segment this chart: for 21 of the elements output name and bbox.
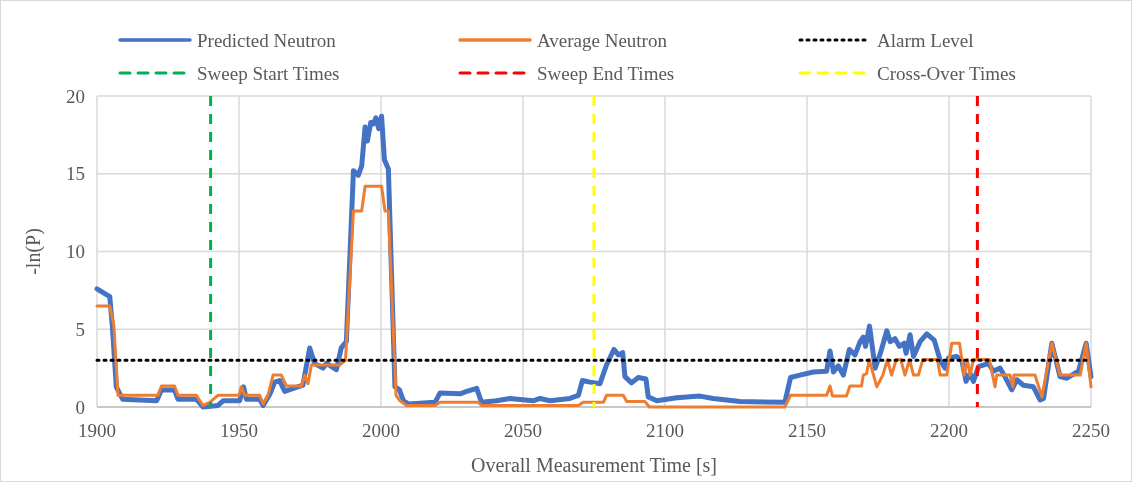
- legend-label: Predicted Neutron: [197, 29, 337, 51]
- legend-label: Average Neutron: [537, 29, 668, 51]
- legend-label: Alarm Level: [877, 29, 974, 51]
- x-tick-label: 1900: [78, 420, 116, 441]
- x-tick-label: 1950: [220, 420, 258, 441]
- legend-label: Sweep Start Times: [197, 62, 340, 84]
- legend-label: Sweep End Times: [537, 62, 675, 84]
- x-tick-label: 2000: [362, 420, 400, 441]
- x-tick-label: 2200: [930, 420, 968, 441]
- x-tick-label: 2250: [1072, 420, 1110, 441]
- y-tick-label: 5: [75, 318, 85, 340]
- x-tick-label: 2050: [504, 420, 542, 441]
- y-axis-title: -ln(P): [22, 228, 45, 275]
- x-tick-label: 2150: [788, 420, 826, 441]
- y-tick-label: 20: [66, 85, 85, 107]
- y-tick-label: 0: [75, 396, 85, 418]
- x-axis-title: Overall Measurement Time [s]: [470, 454, 718, 476]
- y-tick-label: 15: [66, 163, 85, 185]
- y-tick-label: 10: [66, 241, 85, 263]
- legend-label: Cross-Over Times: [877, 62, 1016, 84]
- x-tick-label: 2100: [646, 420, 684, 441]
